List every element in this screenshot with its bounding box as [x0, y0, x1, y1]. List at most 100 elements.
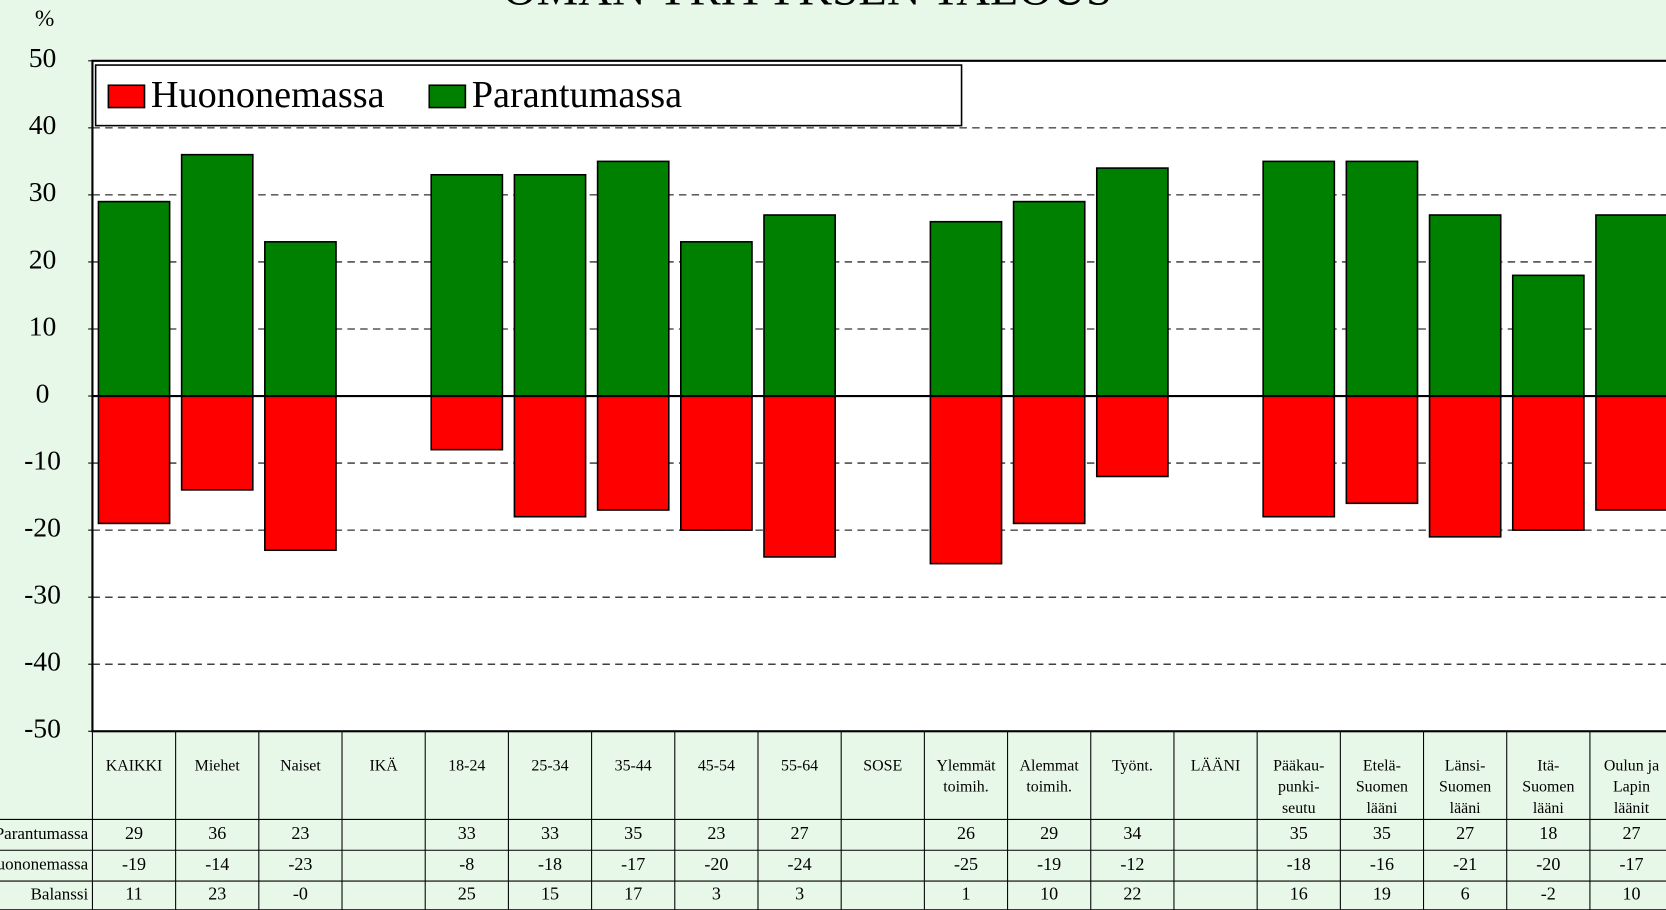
table-cell: -14: [205, 854, 229, 874]
bar: [1595, 395, 1666, 511]
grid: -50 -40 -30 -20 -10 0 10 20 30 40 50: [24, 42, 1666, 744]
bar: [680, 241, 753, 397]
bars: [92, 153, 1666, 565]
table-cell: 23: [208, 884, 226, 904]
bar: [1262, 395, 1336, 518]
table-cell: 6: [1461, 884, 1470, 904]
x-tick-label: Länsi-Suomen lääni: [1439, 757, 1491, 817]
y-tick-label: -20: [24, 511, 61, 542]
table-cell: -19: [1037, 854, 1061, 874]
table-cell: 19: [1373, 884, 1391, 904]
bar: [763, 395, 836, 558]
table-cell: 10: [1040, 884, 1058, 904]
bar: [180, 153, 254, 397]
table-cell: 27: [791, 823, 809, 843]
x-tick-label: Etelä-Suomen lääni: [1356, 757, 1408, 817]
y-tick-label: 30: [29, 176, 57, 207]
table-cell: -18: [1287, 854, 1311, 874]
x-tick-label: Työnt.: [1112, 757, 1153, 774]
bar: [1345, 160, 1419, 397]
bar: [929, 395, 1003, 565]
table-cell: 25: [458, 884, 476, 904]
bar: [763, 214, 836, 397]
row-label: Parantumassa: [0, 824, 89, 843]
legend-label: Parantumassa: [472, 74, 682, 116]
table-cell: 35: [1290, 823, 1308, 843]
table-cell: -0: [293, 884, 308, 904]
legend: Huononemassa Parantumassa: [94, 64, 963, 127]
bar: [264, 241, 337, 397]
table-cell: 29: [125, 823, 143, 843]
table-cell: 22: [1123, 884, 1141, 904]
table-cell: 26: [957, 823, 975, 843]
table-cell: 15: [541, 884, 559, 904]
table-cell: -12: [1120, 854, 1144, 874]
table-cell: 33: [541, 823, 559, 843]
table-cell: 29: [1040, 823, 1058, 843]
table-cell: -21: [1453, 854, 1477, 874]
bar: [97, 395, 171, 525]
bar: [513, 395, 587, 518]
table-cell: -8: [459, 854, 474, 874]
table-cell: -20: [1536, 854, 1560, 874]
y-tick-label: -10: [24, 444, 61, 475]
x-tick-label: 18-24: [448, 757, 485, 774]
row-label: Huononemassa: [0, 855, 89, 874]
y-tick-label: -50: [24, 713, 61, 744]
y-tick-label: -40: [24, 646, 61, 677]
table-cell: -25: [954, 854, 978, 874]
bar: [180, 395, 254, 491]
row-label: Balanssi: [31, 884, 89, 903]
table-cell: -17: [1619, 854, 1643, 874]
table-cell: -16: [1370, 854, 1394, 874]
table-cell: -17: [621, 854, 645, 874]
x-tick-label: Oulun ja Lapin läänit: [1604, 757, 1659, 817]
x-tick-label: IKÄ: [369, 756, 398, 774]
y-tick-label: 20: [29, 243, 57, 274]
bar: [1511, 274, 1585, 397]
bar: [680, 395, 753, 531]
x-tick-label: Alemmat toimih.: [1020, 757, 1080, 795]
table-cell: 35: [1373, 823, 1391, 843]
table-cell: 10: [1622, 884, 1640, 904]
legend-swatch: [428, 84, 467, 109]
x-tick-label: LÄÄNI: [1191, 756, 1241, 774]
table-cell: 11: [125, 884, 142, 904]
legend-box: [94, 64, 963, 127]
table-cell: -24: [788, 854, 812, 874]
table-cell: -2: [1541, 884, 1556, 904]
bar: [1511, 395, 1585, 531]
x-tick-label: 35-44: [615, 757, 652, 774]
data-table: KAIKKI Miehet Naiset IKÄ 18-24 25-34 35-44 45-5…: [0, 730, 1666, 910]
table-cell: 23: [707, 823, 725, 843]
x-tick-label: SOSE: [863, 757, 902, 774]
bar: [1595, 214, 1666, 397]
table-cell: 36: [208, 823, 226, 843]
bar: [1012, 200, 1086, 397]
table-cell: -20: [704, 854, 728, 874]
bar: [596, 395, 670, 511]
table-cell: 27: [1622, 823, 1640, 843]
bar: [264, 395, 337, 552]
table-cell: 3: [795, 884, 804, 904]
bar: [1012, 395, 1086, 525]
bar: [1095, 395, 1169, 478]
y-tick-label: -30: [24, 579, 61, 610]
table-cell: 17: [624, 884, 642, 904]
bar: [430, 173, 504, 397]
legend-swatch: [107, 84, 146, 109]
y-tick-label: 10: [29, 310, 57, 341]
table-cell: 33: [458, 823, 476, 843]
x-tick-label: Ylemmät toimih.: [936, 757, 996, 795]
y-axis-label: %: [35, 6, 54, 32]
table-cell: 1: [961, 884, 970, 904]
x-tick-label: Miehet: [195, 757, 241, 774]
bar: [1262, 160, 1336, 397]
table-cell: 23: [291, 823, 309, 843]
table-cell: 18: [1539, 823, 1557, 843]
table-cell: 34: [1123, 823, 1141, 843]
table-cell: -23: [288, 854, 312, 874]
x-tick-label: KAIKKI: [106, 757, 163, 774]
